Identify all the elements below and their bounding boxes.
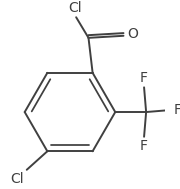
- Text: Cl: Cl: [10, 172, 24, 186]
- Text: Cl: Cl: [68, 1, 82, 15]
- Text: F: F: [140, 139, 148, 153]
- Text: F: F: [174, 103, 180, 117]
- Text: O: O: [127, 27, 138, 41]
- Text: F: F: [140, 71, 148, 85]
